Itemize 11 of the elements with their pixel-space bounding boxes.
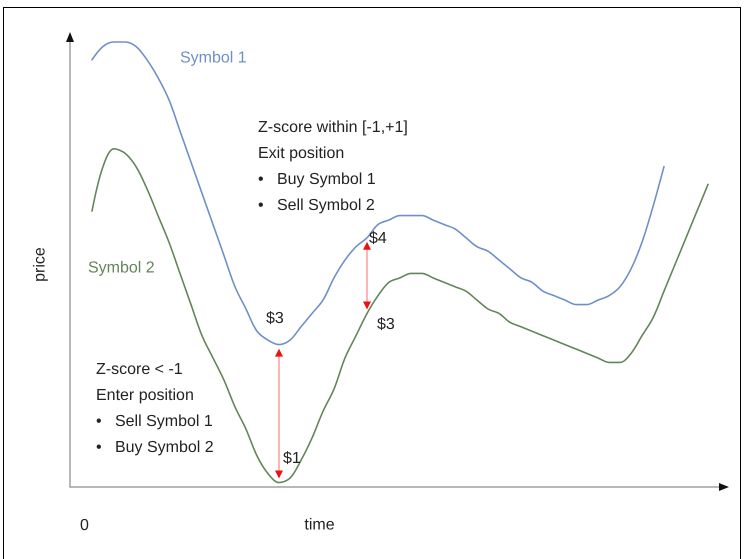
y-axis-title: price (32, 247, 48, 282)
series-label: Symbol 1 (180, 50, 247, 66)
annotation: $4 (369, 229, 387, 248)
x-axis-title: time (304, 516, 335, 534)
text: 0 (80, 516, 89, 535)
series-label: Symbol 2 (88, 260, 155, 276)
annotation: Z-score within [-1,+1] Exit position • Buy Symbol 1 • Sell Symbol 2 (258, 118, 408, 216)
annotation: $3 (266, 309, 284, 328)
annotation: $1 (283, 449, 301, 468)
annotation: $3 (377, 315, 395, 334)
annotation: Z-score < -1 Enter position • Sell Symbol 1 • Buy Symbol 2 (96, 360, 214, 458)
